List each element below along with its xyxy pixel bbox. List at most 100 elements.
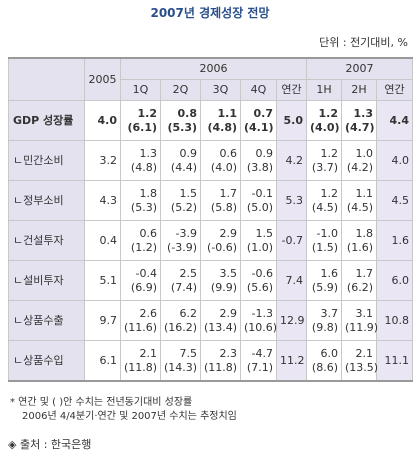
cell: 1.7 (5.8) bbox=[200, 180, 241, 221]
cell: 4.0 bbox=[84, 100, 121, 141]
cell-value: (11.6) bbox=[124, 320, 158, 334]
cell: 4.4 bbox=[375, 100, 414, 141]
period-header: 1H bbox=[306, 79, 342, 101]
cell-value: (10.6) bbox=[244, 320, 278, 334]
cell-value: -0.7 bbox=[281, 233, 303, 247]
cell-value: 2.1 bbox=[355, 346, 374, 360]
cell-value: (4.8) bbox=[130, 160, 157, 174]
cell: 7.4 bbox=[276, 260, 307, 301]
cell-value: 0.7 bbox=[253, 106, 274, 120]
cell-value: (4.0) bbox=[310, 120, 340, 134]
cell-value: (16.2) bbox=[164, 320, 198, 334]
cell: 1.6 (5.9) bbox=[306, 260, 342, 301]
cell-value: (7.1) bbox=[246, 360, 273, 374]
year-header: 2005 bbox=[84, 57, 121, 101]
bullet: ◈ bbox=[8, 438, 20, 451]
cell: 2.1 (13.5) bbox=[341, 340, 379, 382]
cell-value: 5.0 bbox=[283, 113, 304, 127]
table-row: ㄴ설비투자 5.1 -0.4 (6.9) 2.5 (7.4) 3.5 (9.9) -0.6 (5.… bbox=[8, 260, 414, 301]
cell: 0.6 (4.0) bbox=[200, 140, 241, 181]
cell: 6.0 (8.6) bbox=[306, 340, 342, 382]
cell-value: (6.2) bbox=[346, 280, 373, 294]
cell-value: (3.7) bbox=[311, 160, 338, 174]
cell: 0.7 (4.1) bbox=[240, 100, 277, 141]
cell-value: -4.7 bbox=[251, 346, 273, 360]
cell-value: -3.9 bbox=[175, 226, 197, 240]
row-label: ㄴ건설투자 bbox=[8, 220, 85, 261]
cell-value: 1.7 bbox=[219, 186, 238, 200]
notes: * 연간 및 ( )안 수치는 전년동기대비 성장률 2006년 4/4분기·연… bbox=[10, 396, 237, 424]
cell-value: 4.0 bbox=[391, 153, 410, 167]
cell-value: 5.1 bbox=[99, 273, 118, 287]
period-header: 연간 bbox=[375, 79, 414, 101]
cell-value: 1.0 bbox=[355, 146, 374, 160]
cell-value: -1.0 bbox=[316, 226, 338, 240]
cell: 6.1 bbox=[84, 340, 121, 382]
cell-value: 6.2 bbox=[179, 306, 198, 320]
period-header: 1Q bbox=[120, 79, 161, 101]
row-label: GDP 성장률 bbox=[8, 100, 85, 141]
cell-value: 2.6 bbox=[139, 306, 158, 320]
period-header: 3Q bbox=[200, 79, 241, 101]
cell-value: -0.6 bbox=[251, 266, 273, 280]
cell-value: (5.3) bbox=[167, 120, 197, 134]
cell: 1.2 (3.7) bbox=[306, 140, 342, 181]
cell-value: 1.2 bbox=[320, 146, 339, 160]
cell-value: (5.0) bbox=[246, 200, 273, 214]
cell-value: 1.5 bbox=[255, 226, 274, 240]
cell: 4.3 bbox=[84, 180, 121, 221]
cell: 11.1 bbox=[375, 340, 414, 382]
table-row: ㄴ민간소비 3.2 1.3 (4.8) 0.9 (4.4) 0.6 (4.0) 0.9 (3.8)… bbox=[8, 140, 414, 181]
unit: 단위 : 전기대비, % bbox=[319, 36, 408, 49]
cell-value: 0.6 bbox=[139, 226, 158, 240]
cell-value: 3.5 bbox=[219, 266, 238, 280]
cell: 5.3 bbox=[276, 180, 307, 221]
cell: 1.2 (6.1) bbox=[120, 100, 161, 141]
cell-value: 4.5 bbox=[391, 193, 410, 207]
cell-value: 11.2 bbox=[280, 353, 305, 367]
cell-value: 2.1 bbox=[139, 346, 158, 360]
cell-value: (9.8) bbox=[311, 320, 338, 334]
cell: 1.2 (4.0) bbox=[306, 100, 342, 141]
header-row: 2005 2006 2007 bbox=[8, 57, 414, 101]
cell: -0.1 (5.0) bbox=[240, 180, 277, 221]
cell-value: 0.4 bbox=[99, 233, 118, 247]
cell: 0.8 (5.3) bbox=[160, 100, 201, 141]
cell-value: (7.4) bbox=[170, 280, 197, 294]
cell: 0.9 (4.4) bbox=[160, 140, 201, 181]
cell-value: 4.0 bbox=[97, 113, 118, 127]
cell-value: (5.9) bbox=[311, 280, 338, 294]
cell-value: (13.5) bbox=[345, 360, 379, 374]
cell: 1.2 (4.5) bbox=[306, 180, 342, 221]
cell: 4.0 bbox=[375, 140, 414, 181]
cell-value: (1.5) bbox=[311, 240, 338, 254]
cell-value: 1.1 bbox=[217, 106, 238, 120]
cell: 1.3 (4.8) bbox=[120, 140, 161, 181]
cell: -4.7 (7.1) bbox=[240, 340, 277, 382]
cell-value: 2.3 bbox=[219, 346, 238, 360]
cell-value: 3.7 bbox=[320, 306, 339, 320]
cell-value: 6.0 bbox=[391, 273, 410, 287]
cell: 1.3 (4.7) bbox=[341, 100, 377, 141]
period-header: 2Q bbox=[160, 79, 201, 101]
cell: -1.3 (10.6) bbox=[240, 300, 278, 341]
cell-value: (1.6) bbox=[346, 240, 373, 254]
cell: 6.2 (16.2) bbox=[160, 300, 201, 341]
cell-value: 1.8 bbox=[139, 186, 158, 200]
cell: 4.5 bbox=[375, 180, 414, 221]
cell-value: (4.0) bbox=[210, 160, 237, 174]
cell-value: 1.6 bbox=[391, 233, 410, 247]
cell-value: (5.6) bbox=[246, 280, 273, 294]
cell-value: (3.8) bbox=[246, 160, 273, 174]
cell: 1.5 (1.0) bbox=[240, 220, 277, 261]
header-row: 1Q 2Q 3Q 4Q 연간 1H 2H 연간 bbox=[9, 79, 414, 101]
cell: 11.2 bbox=[276, 340, 307, 382]
cell-value: 3.1 bbox=[355, 306, 374, 320]
cell: 1.7 (6.2) bbox=[341, 260, 377, 301]
cell: 12.9 bbox=[276, 300, 307, 341]
cell: 2.1 (11.8) bbox=[120, 340, 161, 382]
cell: 2.9 (13.4) bbox=[200, 300, 241, 341]
cell: 2.3 (11.8) bbox=[200, 340, 241, 382]
cell-value: (4.5) bbox=[311, 200, 338, 214]
